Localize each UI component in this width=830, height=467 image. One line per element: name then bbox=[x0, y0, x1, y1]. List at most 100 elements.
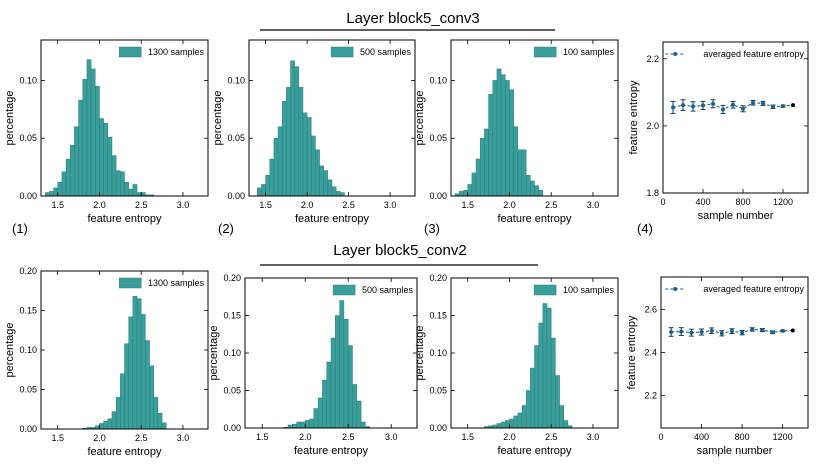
data-point bbox=[791, 103, 795, 108]
legend-swatch bbox=[533, 46, 557, 58]
y-axis-label: percentage bbox=[414, 90, 426, 145]
plot-area bbox=[661, 277, 808, 428]
histogram-bar bbox=[459, 191, 464, 197]
histogram-bar bbox=[513, 415, 519, 429]
x-tick-label: 2.0 bbox=[93, 200, 106, 210]
histogram-bar bbox=[304, 420, 310, 429]
y-axis-label: percentage bbox=[4, 322, 16, 377]
y-tick-label: 0.05 bbox=[19, 133, 37, 143]
histogram-bar bbox=[53, 187, 58, 197]
histogram-bar bbox=[296, 421, 302, 429]
histogram-bar bbox=[149, 365, 154, 430]
x-tick-label: 1.5 bbox=[461, 432, 474, 442]
histogram-bar bbox=[492, 80, 498, 197]
legend-label: 100 samples bbox=[563, 47, 615, 57]
x-axis-label: feature entropy bbox=[294, 445, 368, 457]
data-point bbox=[790, 328, 795, 333]
chart-r0-100: 1.5 2.0 2.5 3.0 0.00 0.05 0.10 feature entropy p… bbox=[414, 39, 619, 225]
x-tick-label: 3.0 bbox=[385, 432, 398, 442]
legend: 500 samples bbox=[332, 284, 414, 296]
histogram-bar bbox=[484, 128, 489, 197]
y-axis-label: percentage bbox=[208, 325, 220, 380]
histogram-bar bbox=[273, 137, 279, 197]
histogram-bar bbox=[496, 423, 502, 429]
x-tick-label: 1.5 bbox=[51, 433, 64, 443]
plot-frame bbox=[40, 39, 209, 197]
data-point bbox=[689, 330, 694, 335]
chart-r1-1300: 1.5 2.0 2.5 3.0 0.00 0.05 0.10 0.15 0.20 feature … bbox=[4, 266, 209, 458]
y-tick-label: 0.15 bbox=[19, 306, 37, 316]
histogram-bar bbox=[44, 192, 50, 197]
x-tick-label: 2.5 bbox=[342, 432, 355, 442]
data-point bbox=[740, 330, 745, 335]
histogram-bar bbox=[311, 135, 316, 197]
legend-label: 500 samples bbox=[360, 47, 412, 57]
x-tick-label: 2.0 bbox=[301, 200, 314, 210]
legend: 1300 samples bbox=[118, 277, 204, 289]
histogram-bar bbox=[326, 361, 332, 429]
histogram-bar bbox=[555, 375, 560, 429]
histogram-bar bbox=[322, 379, 327, 429]
histogram-bar bbox=[335, 191, 341, 197]
histogram-bar bbox=[352, 384, 358, 429]
histogram-bar bbox=[124, 181, 129, 197]
plot-frame bbox=[662, 41, 809, 194]
y-tick-label: 0.05 bbox=[227, 133, 245, 143]
histogram-bar bbox=[315, 149, 320, 197]
histogram-bar bbox=[157, 412, 163, 430]
panel-label-2: (2) bbox=[218, 221, 234, 236]
histogram-bar bbox=[339, 300, 345, 429]
histogram-bar bbox=[559, 405, 564, 429]
y-tick-label: 0.10 bbox=[223, 348, 241, 358]
histogram-bar bbox=[500, 74, 506, 197]
histogram-bar bbox=[298, 87, 304, 197]
histogram-bar bbox=[124, 343, 129, 430]
histogram-bar bbox=[546, 307, 552, 429]
chart-r0-500: 1.5 2.0 2.5 3.0 0.00 0.05 0.10 feature entropy p… bbox=[212, 39, 416, 225]
histogram-bar bbox=[335, 315, 340, 429]
chart-r0-1300: 1.5 2.0 2.5 3.0 0.00 0.05 0.10 feature entropy p… bbox=[4, 39, 209, 225]
legend-swatch bbox=[533, 284, 557, 296]
histogram-bar bbox=[65, 158, 71, 197]
histogram-bar bbox=[302, 112, 308, 197]
chart-r1-500: 1.5 2.0 2.5 3.0 0.00 0.05 0.10 0.15 0.20 feature … bbox=[208, 273, 418, 457]
y-tick-label: 0.20 bbox=[429, 273, 447, 283]
histogram-bar bbox=[517, 412, 523, 429]
panel-label-1: (1) bbox=[12, 221, 28, 236]
x-tick-label: 400 bbox=[694, 432, 709, 442]
y-tick-label: 0.10 bbox=[227, 75, 245, 85]
chart-r0-avg: 0 400 800 1200 1.8 2.0 2.2 sample number feature… bbox=[628, 41, 809, 222]
y-tick-label: 0.00 bbox=[19, 191, 37, 201]
histogram-bar bbox=[471, 172, 477, 197]
histogram-bar bbox=[115, 170, 121, 197]
legend-label: averaged feature entropy bbox=[703, 49, 804, 59]
histogram-bar bbox=[49, 191, 54, 197]
x-tick-label: 0 bbox=[658, 432, 663, 442]
x-tick-label: 2.0 bbox=[503, 200, 516, 210]
histogram-bar bbox=[513, 126, 519, 197]
histogram-bar bbox=[550, 337, 556, 429]
data-point bbox=[761, 101, 765, 106]
y-tick-label: 0.20 bbox=[223, 273, 241, 283]
y-tick-label: 0.00 bbox=[429, 191, 447, 201]
x-tick-label: 2.5 bbox=[545, 200, 558, 210]
x-tick-label: 800 bbox=[735, 197, 750, 207]
histogram-bar bbox=[120, 373, 125, 430]
histogram-bar bbox=[542, 303, 548, 429]
data-point bbox=[671, 105, 675, 110]
row-title-bottom: Layer block5_conv2 bbox=[333, 242, 466, 259]
x-tick-label: 2.5 bbox=[342, 200, 355, 210]
histogram-bar bbox=[82, 79, 88, 197]
y-tick-label: 0.00 bbox=[223, 423, 241, 433]
data-point bbox=[709, 328, 714, 333]
x-tick-label: 3.0 bbox=[587, 200, 600, 210]
legend-label: 500 samples bbox=[362, 285, 414, 295]
data-point bbox=[770, 330, 775, 335]
y-tick-label: 0.00 bbox=[19, 424, 37, 434]
x-tick-label: 3.0 bbox=[587, 432, 600, 442]
x-tick-label: 1.5 bbox=[461, 200, 474, 210]
histogram-bar bbox=[136, 192, 142, 197]
x-tick-label: 800 bbox=[735, 432, 750, 442]
histogram-bar bbox=[257, 187, 262, 197]
data-point bbox=[731, 102, 735, 107]
